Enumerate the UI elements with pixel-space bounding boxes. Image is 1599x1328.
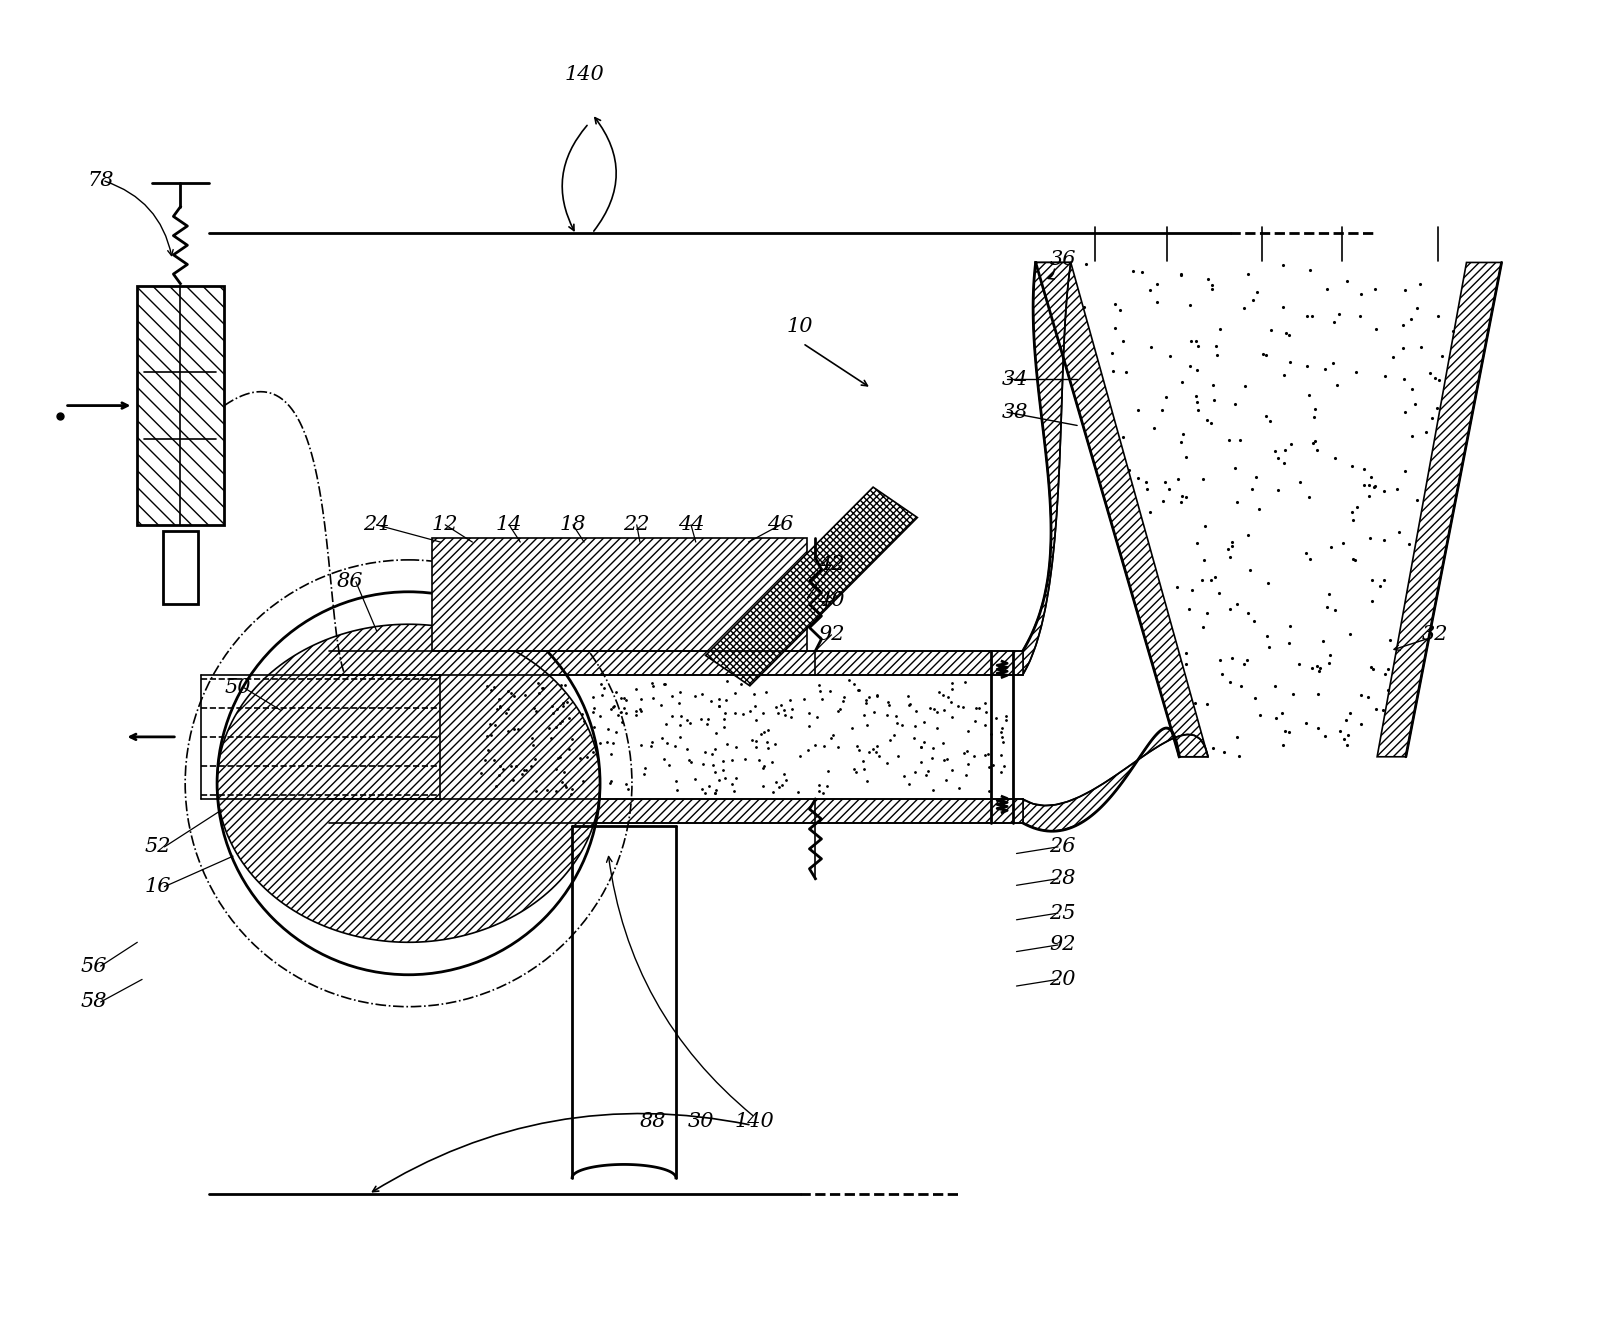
Polygon shape: [1036, 263, 1207, 757]
Polygon shape: [163, 531, 198, 604]
Text: 56: 56: [82, 956, 107, 976]
Text: 86: 86: [336, 572, 363, 591]
Text: 25: 25: [1049, 903, 1076, 923]
Text: 12: 12: [432, 515, 459, 534]
Text: 26: 26: [1049, 838, 1076, 857]
Polygon shape: [217, 624, 600, 943]
Text: 22: 22: [624, 515, 649, 534]
Text: 36: 36: [1049, 250, 1076, 270]
Text: 88: 88: [640, 1112, 665, 1130]
Text: 58: 58: [82, 992, 107, 1012]
Text: 24: 24: [363, 515, 390, 534]
Text: 14: 14: [496, 515, 523, 534]
Text: 52: 52: [146, 838, 171, 857]
Text: 140: 140: [736, 1112, 774, 1130]
Text: 20: 20: [1049, 969, 1076, 989]
Text: 30: 30: [688, 1112, 713, 1130]
Text: 78: 78: [88, 171, 114, 190]
Polygon shape: [1377, 263, 1501, 757]
Polygon shape: [705, 487, 918, 685]
Text: 16: 16: [146, 876, 171, 896]
Polygon shape: [1023, 728, 1207, 831]
Text: 32: 32: [1422, 625, 1447, 644]
Text: 140: 140: [564, 65, 604, 84]
Polygon shape: [1023, 263, 1071, 675]
Text: 92: 92: [819, 625, 844, 644]
Text: 18: 18: [560, 515, 587, 534]
Polygon shape: [329, 651, 1023, 675]
Text: 38: 38: [1001, 402, 1028, 422]
Text: 92: 92: [1049, 935, 1076, 955]
Text: 28: 28: [1049, 870, 1076, 888]
Text: 46: 46: [768, 515, 793, 534]
Text: 34: 34: [1001, 369, 1028, 389]
Text: 40: 40: [819, 591, 844, 610]
Polygon shape: [136, 287, 224, 525]
Polygon shape: [432, 538, 807, 651]
Text: 42: 42: [819, 555, 844, 574]
Text: 10: 10: [787, 316, 812, 336]
Polygon shape: [329, 799, 1023, 823]
Text: 50: 50: [224, 679, 251, 697]
Text: 44: 44: [678, 515, 704, 534]
